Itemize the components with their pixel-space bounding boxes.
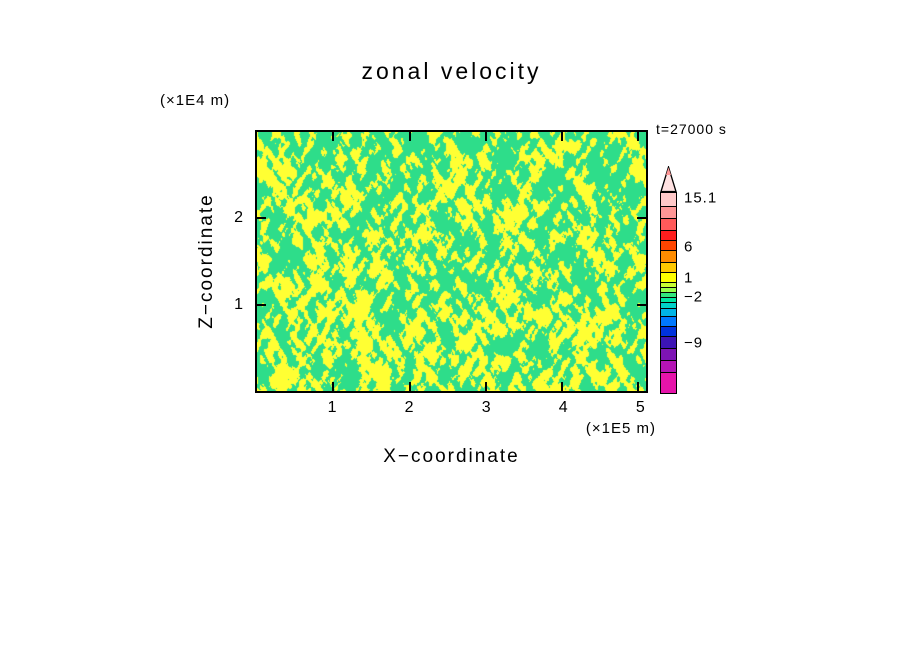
colorbar-tick-label: −9 xyxy=(684,334,704,352)
colorbar-segment xyxy=(661,193,676,207)
colorbar-tick-label: 15.1 xyxy=(684,189,718,207)
x-tick-label: 1 xyxy=(327,399,337,416)
y-axis-unit-label: (×1E4 m) xyxy=(160,92,231,109)
x-tick xyxy=(637,382,640,391)
colorbar-tip-point xyxy=(666,167,671,175)
colorbar-segment xyxy=(661,283,676,288)
x-tick-label: 2 xyxy=(404,399,414,416)
x-tick xyxy=(561,382,564,391)
colorbar-segment xyxy=(661,231,676,241)
x-axis-unit-label: (×1E5 m) xyxy=(585,420,656,437)
colorbar-segment xyxy=(661,327,676,337)
x-tick xyxy=(484,132,487,141)
colorbar xyxy=(660,166,677,394)
colorbar-segment xyxy=(661,303,676,309)
x-tick xyxy=(408,132,411,141)
x-tick xyxy=(408,382,411,391)
colorbar-body xyxy=(660,192,677,394)
x-tick-label: 4 xyxy=(558,399,568,416)
colorbar-segment xyxy=(661,298,676,303)
chart-title: zonal velocity xyxy=(361,58,542,84)
x-axis-label: X−coordinate xyxy=(383,446,520,467)
colorbar-tick-label: 6 xyxy=(684,238,694,256)
colorbar-tip-shape xyxy=(660,166,677,192)
colorbar-segment xyxy=(661,273,676,283)
y-tick xyxy=(257,217,266,220)
colorbar-segment xyxy=(661,263,676,273)
x-tick xyxy=(484,382,487,391)
plot-box xyxy=(255,130,648,393)
time-annotation: t=27000 s xyxy=(656,121,727,137)
colorbar-tip xyxy=(660,166,677,192)
colorbar-segment xyxy=(661,241,676,251)
colorbar-segment xyxy=(661,309,676,317)
colorbar-segment xyxy=(661,293,676,298)
colorbar-tick-label: 1 xyxy=(684,269,694,287)
y-tick-label: 1 xyxy=(234,296,243,314)
colorbar-segment xyxy=(661,361,676,373)
colorbar-segment xyxy=(661,317,676,327)
y-tick xyxy=(257,303,266,306)
colorbar-segment xyxy=(661,349,676,361)
colorbar-segment xyxy=(661,337,676,349)
colorbar-labels: 15.1 6 1 −2 −9 xyxy=(684,189,744,392)
x-tick-label: 5 xyxy=(635,399,645,416)
x-tick-label: 3 xyxy=(481,399,491,416)
colorbar-tick-label: −2 xyxy=(684,288,704,306)
heatmap-canvas xyxy=(257,132,646,391)
colorbar-segment xyxy=(661,251,676,263)
x-tick xyxy=(637,132,640,141)
y-tick xyxy=(637,217,646,220)
x-tick xyxy=(561,132,564,141)
colorbar-segment xyxy=(661,219,676,231)
colorbar-segment xyxy=(661,207,676,219)
colorbar-segment xyxy=(661,373,676,393)
y-tick-label: 2 xyxy=(234,208,243,226)
y-tick xyxy=(637,303,646,306)
colorbar-segment xyxy=(661,288,676,293)
x-tick xyxy=(332,382,335,391)
y-axis-label: Z−coordinate xyxy=(196,193,217,329)
x-tick xyxy=(332,132,335,141)
